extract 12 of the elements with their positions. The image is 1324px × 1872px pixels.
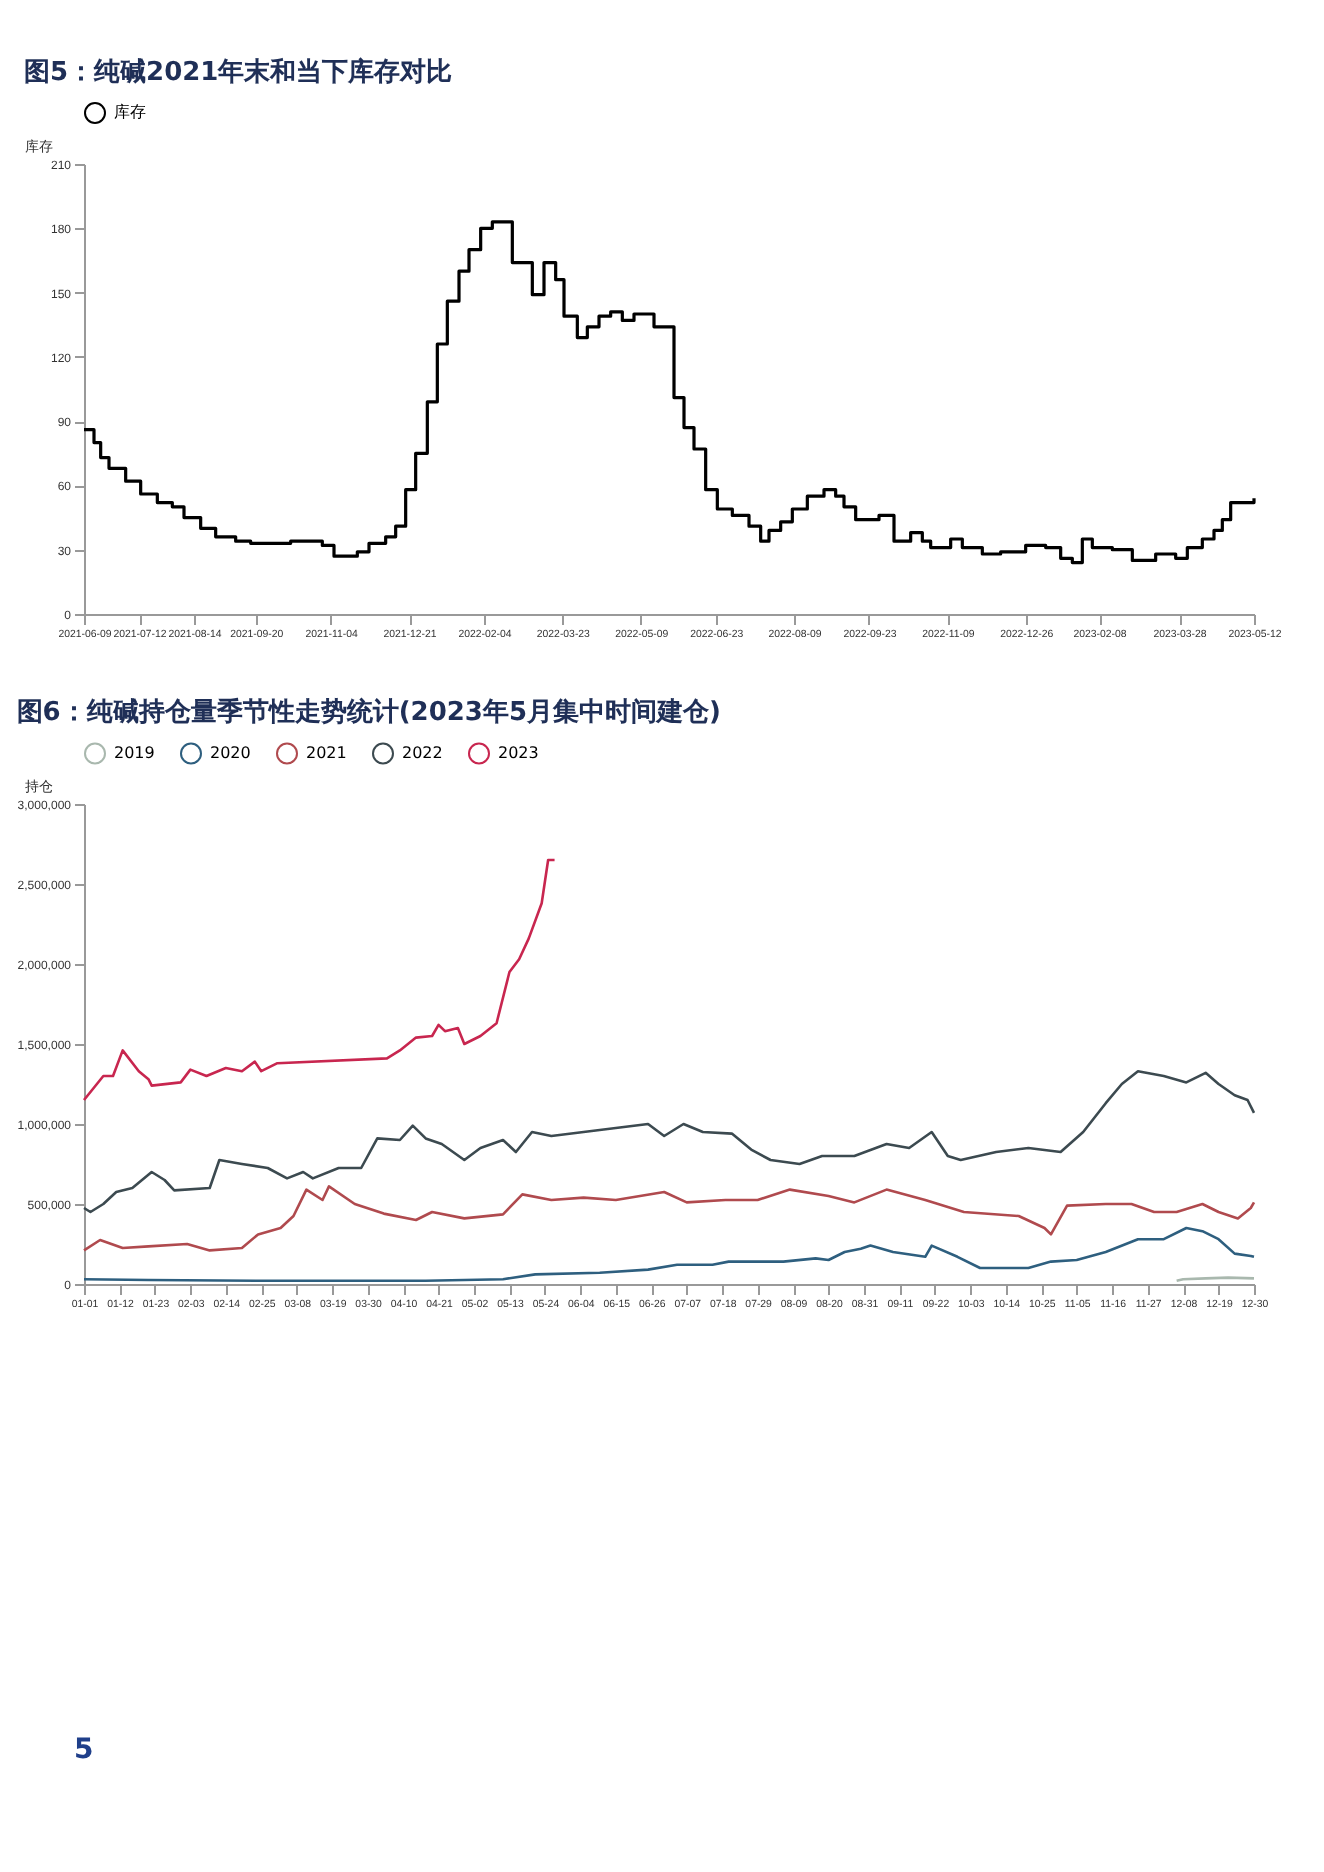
legend-label: 2019 <box>114 743 155 762</box>
chart-title: 图6：纯碱持仓量季节性走势统计(2023年5月集中时间建仓) <box>16 696 721 728</box>
chart-title: 图5：纯碱2021年末和当下库存对比 <box>24 56 453 88</box>
line-series <box>82 1185 1256 1252</box>
legend-label: 2021 <box>306 743 347 762</box>
line-series <box>82 858 556 1102</box>
legend-label: 库存 <box>114 103 146 121</box>
legend-label: 2023 <box>498 743 539 762</box>
text: 5 <box>74 1734 94 1766</box>
legend-label: 2022 <box>402 743 443 762</box>
legend-label: 2020 <box>210 743 251 762</box>
line-series <box>82 1069 1256 1214</box>
